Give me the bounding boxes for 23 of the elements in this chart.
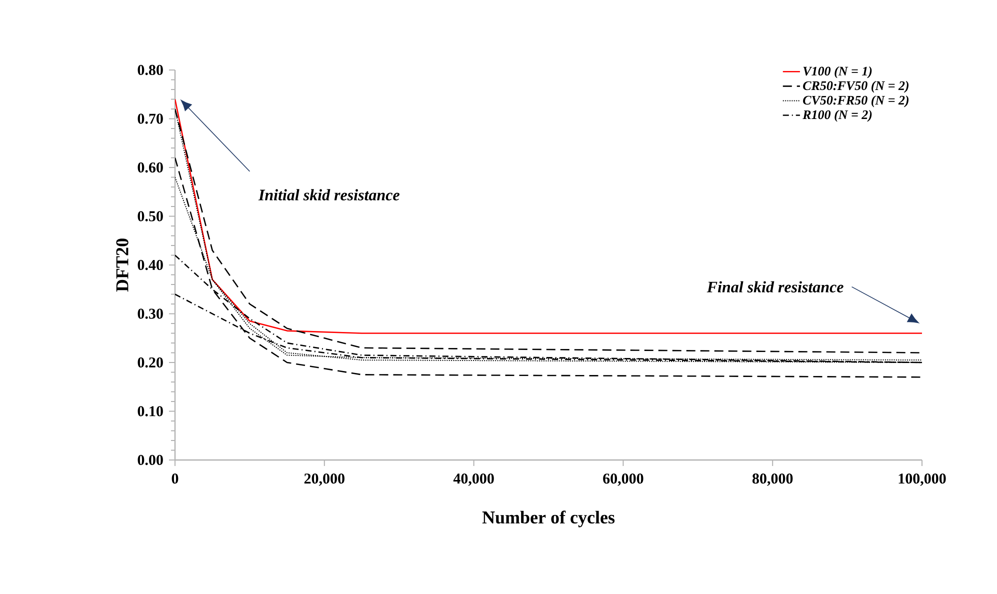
y-tick-label: 0.70 [138,114,163,124]
x-tick-label: 20,000 [304,474,344,486]
legend-label: V100 (N = 1) [803,66,872,78]
y-tick-label: 0.50 [138,211,163,222]
annotation: Final skid resistance [706,281,844,292]
y-tick-label: 0.00 [138,454,163,466]
y-tick-label: 0.10 [138,406,163,416]
y-axis-title: DFT20 [116,238,128,292]
y-tick-label: 0.60 [138,162,163,173]
annotation: Initial skid resistance [258,189,400,200]
x-tick-label: 0 [172,474,178,484]
y-tick-label: 0.30 [138,308,163,319]
x-tick-label: 40,000 [453,474,494,486]
x-tick-label: 100,000 [898,474,946,486]
legend-label: R100 (N = 2) [802,110,872,122]
legend-label: CR50:FV50 (N = 2) [803,80,908,93]
y-tick-label: 0.40 [138,260,163,270]
legend-label: CV50:FR50 (N = 2) [803,95,908,108]
x-tick-label: 60,000 [603,474,644,486]
y-tick-label: 0.20 [138,357,163,368]
x-axis-title: Number of cycles [482,510,615,528]
x-tick-label: 80,000 [752,474,793,486]
y-tick-label: 0.80 [138,64,163,76]
